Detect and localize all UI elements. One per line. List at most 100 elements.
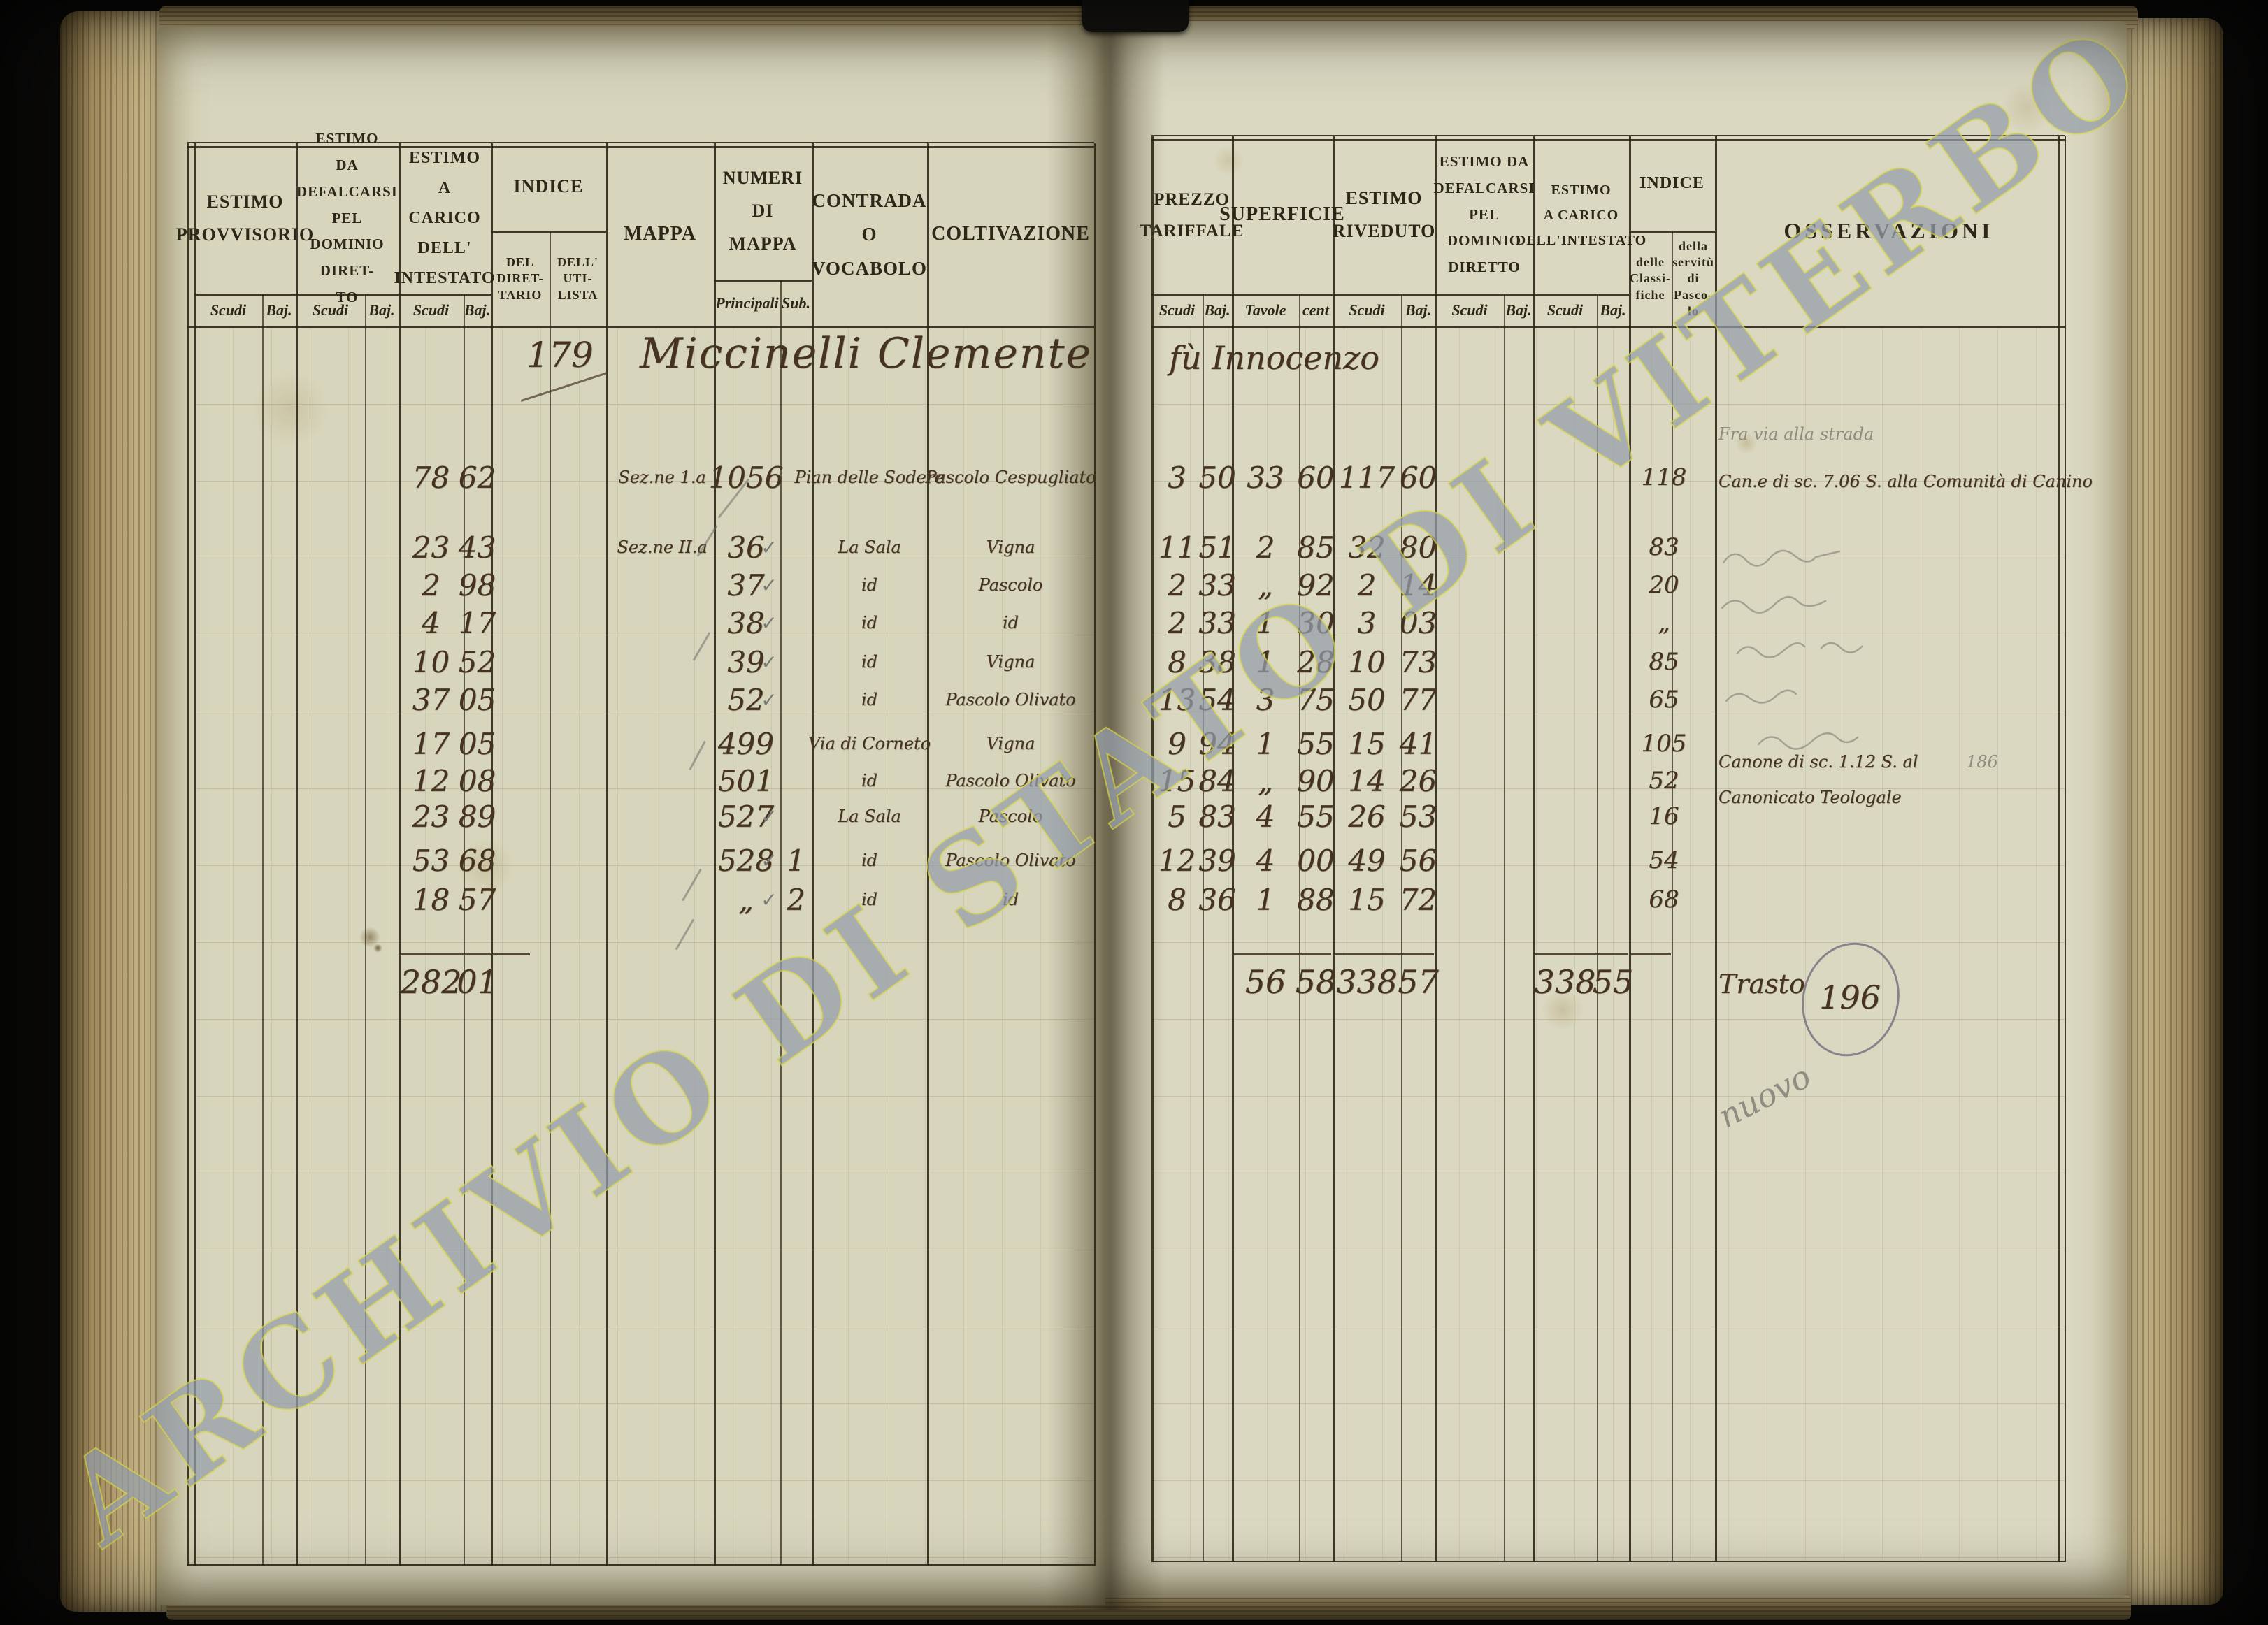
page-edge-stack-right (2125, 18, 2223, 1605)
table-cell-colt: id (1002, 890, 1019, 909)
table-cell-sup_t: 4 (1256, 843, 1275, 878)
table-cell-map_n: „ (738, 882, 754, 917)
column-header: INDICE (513, 176, 584, 197)
table-cell-er_b: 72 (1399, 882, 1437, 917)
table-cell-er_b: 77 (1399, 682, 1437, 717)
table-cell-colt: Pascolo Olivato (945, 771, 1076, 790)
carry-number: 196 (1819, 978, 1881, 1016)
table-cell-ec_b: 52 (458, 644, 496, 679)
table-cell-sup_t: 1 (1256, 644, 1275, 679)
column-subheader: Baj. (1600, 301, 1626, 319)
grid-line (1435, 294, 1533, 296)
table-cell-oss_pencil_num: 186 (1966, 752, 1998, 772)
grid-line (1151, 135, 2065, 136)
table-cell-contrada: id (861, 771, 878, 790)
column-subheader: delle Classi- fiche (1629, 254, 1671, 302)
table-cell-pt_s: 15 (1158, 763, 1196, 798)
table-cell-colt: Pascolo Olivato (945, 851, 1076, 870)
grid-line (296, 143, 298, 1566)
table-cell-map_sub: 2 (787, 882, 805, 917)
table-cell-sup_c: 88 (1297, 882, 1335, 917)
column-subheader: Scudi (1546, 301, 1584, 319)
table-cell-ind: 85 (1649, 648, 1679, 676)
column-subheader: Baj. (1204, 301, 1230, 319)
total-cell-sup_t: 56 (1244, 963, 1286, 1001)
table-cell-ec_b: 05 (458, 726, 496, 761)
total-cell-sup_c: 58 (1295, 963, 1337, 1001)
table-cell-pt_s: 5 (1168, 799, 1186, 834)
table-cell-map_n: 36 (727, 530, 765, 565)
column-subheader: Scudi (1451, 301, 1488, 319)
table-cell-contrada: id (861, 613, 878, 633)
table-cell-ec_s: 17 (412, 726, 450, 761)
grid-line (1151, 326, 2065, 328)
grid-line (1094, 143, 1096, 1566)
pencil-scribble (1721, 549, 1863, 750)
table-cell-pt_b: 83 (1198, 799, 1236, 834)
table-cell-pt_b: 50 (1198, 460, 1236, 495)
grid-line (296, 294, 399, 296)
table-cell-colt: Pascolo Olivato (945, 690, 1076, 709)
column-subheader: Sub. (782, 294, 810, 312)
table-cell-pt_b: 39 (1198, 843, 1236, 878)
grid-line (399, 294, 491, 296)
table-cell-ec_s: 53 (412, 843, 450, 878)
grid-line (262, 294, 264, 1566)
table-cell-ind: 54 (1649, 846, 1679, 874)
table-cell-ec_s: 4 (422, 605, 440, 640)
column-header: ESTIMO A CARICO DELL' INTESTATO (394, 148, 496, 288)
grid-line (187, 143, 189, 1566)
column-subheader: Principali (715, 294, 779, 312)
table-cell-sup_t: 1 (1256, 882, 1275, 917)
table-cell-colt: Pascolo (978, 807, 1043, 826)
table-cell-sup_c: 85 (1297, 530, 1335, 565)
column-subheader: Scudi (1158, 301, 1196, 319)
table-cell-er_b: 80 (1399, 530, 1437, 565)
table-cell-oss: Canonicato Teologale (1718, 788, 1902, 807)
table-cell-ec_b: 08 (458, 763, 496, 798)
page-edge-stack-left (60, 11, 166, 1612)
total-cell-er_s: 338 (1336, 963, 1398, 1001)
grid-line (1151, 139, 2065, 141)
table-cell-check: ✓ (761, 650, 777, 674)
table-cell-ind: 118 (1641, 463, 1687, 491)
column-header: SUPERFICIE (1219, 203, 1345, 226)
table-cell-pt_b: 84 (1198, 763, 1236, 798)
table-cell-colt: Vigna (986, 652, 1035, 672)
table-cell-oss: Canone di sc. 1.12 S. al (1718, 752, 1918, 772)
table-cell-pt_s: 13 (1158, 682, 1196, 717)
table-cell-er_s: 32 (1348, 530, 1386, 565)
table-cell-sup_c: 90 (1297, 763, 1335, 798)
column-subheader: Scudi (210, 301, 247, 319)
table-cell-ind: 105 (1641, 730, 1687, 758)
table-cell-pt_b: 94 (1198, 726, 1236, 761)
grid-line (187, 326, 1094, 328)
table-cell-ec_b: 62 (458, 460, 496, 495)
grid-line (399, 143, 401, 1566)
table-cell-ec_s: 78 (412, 460, 450, 495)
column-subheader: Baj. (1505, 301, 1532, 319)
table-cell-colt: Pascolo (978, 575, 1043, 595)
table-cell-er_s: 117 (1338, 460, 1395, 495)
table-cell-contrada: id (861, 890, 878, 909)
table-cell-sup_c: 00 (1297, 843, 1335, 878)
table-cell-ec_b: 68 (458, 843, 496, 878)
table-cell-er_s: 15 (1348, 726, 1386, 761)
table-cell-sup_c: 55 (1297, 726, 1335, 761)
table-cell-pt_b: 38 (1198, 644, 1236, 679)
table-cell-er_s: 26 (1348, 799, 1386, 834)
grid-line (1232, 294, 1333, 296)
grid-line (464, 294, 465, 1566)
column-header: ESTIMO DA DEFALCARSI PEL DOMINIO DIRETTO (1433, 153, 1535, 276)
grid-line (194, 294, 296, 296)
table-cell-contrada: id (861, 690, 878, 709)
table-cell-er_s: 10 (1348, 644, 1386, 679)
table-cell-map_n: 52 (727, 682, 765, 717)
table-cell-mappa: Sez.ne II.a (617, 537, 708, 557)
column-header: COLTIVAZIONE (931, 223, 1090, 245)
table-cell-check: ✓ (761, 573, 777, 597)
table-cell-map_n: 528 (717, 843, 775, 878)
grid-line (187, 142, 1094, 143)
carry-label: Trasto (1718, 969, 1805, 999)
